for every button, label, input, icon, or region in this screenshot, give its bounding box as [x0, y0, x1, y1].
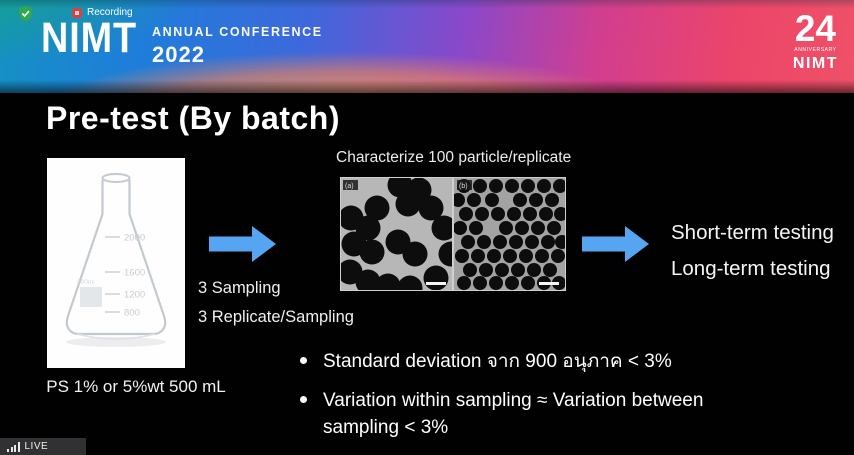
banner-event-name: ANNUAL CONFERENCE [152, 25, 323, 39]
arrow-right-icon [582, 226, 649, 262]
banner-event-year: 2022 [152, 42, 205, 67]
scale-bar [426, 282, 446, 285]
anniversary-brand: NIMT [792, 55, 838, 72]
sampling-line: 3 Sampling [198, 279, 281, 297]
flask-image: 200ml 2000 1600 1200 800 [47, 158, 185, 368]
micrograph-panel-label: (a) [345, 183, 354, 190]
flask-caption: PS 1% or 5%wt 500 mL [46, 377, 226, 396]
bullet-text: Standard deviation จาก 900 อนุภาค < 3% [323, 351, 672, 372]
bullet-dot-icon [300, 396, 307, 403]
arrow-right-icon [209, 226, 276, 262]
signal-bars-icon [7, 441, 20, 452]
recording-dot-icon [72, 7, 82, 18]
flask-graduation: 2000 [124, 233, 145, 244]
recording-indicator[interactable]: Recording [72, 7, 133, 18]
banner-brand: NIMT [41, 14, 138, 62]
sampling-notes: 3 Sampling 3 Replicate/Sampling [198, 274, 354, 332]
bullet-item: Variation within sampling ≈ Variation be… [300, 387, 760, 441]
banner-event: ANNUAL CONFERENCE 2022 [152, 25, 323, 68]
recording-label: Recording [87, 7, 133, 18]
erlenmeyer-flask-icon: 200ml 2000 1600 1200 800 [47, 158, 185, 368]
live-label: LIVE [24, 441, 49, 452]
bullet-dot-icon [300, 357, 307, 364]
live-indicator: LIVE [0, 438, 86, 455]
micrograph-image: (a) (b) [340, 177, 566, 291]
anniversary-logo: 24 ANNIVERSARY NIMT [793, 10, 838, 72]
security-shield-button[interactable] [17, 5, 34, 22]
anniversary-number: 24 [794, 8, 837, 49]
bullet-item: Standard deviation จาก 900 อนุภาค < 3% [300, 348, 760, 375]
flask-graduation: 1600 [124, 268, 145, 279]
anniversary-caption: ANNIVERSARY [794, 47, 837, 53]
bullet-text: Variation within sampling ≈ Variation be… [323, 390, 704, 438]
scale-bar [539, 282, 559, 285]
conference-banner: Recording NIMT ANNUAL CONFERENCE 2022 24… [0, 0, 854, 93]
flask-graduation: 800 [124, 308, 140, 319]
sampling-line: 3 Replicate/Sampling [198, 308, 354, 326]
testing-line: Short-term testing [671, 221, 834, 244]
testing-notes: Short-term testing Long-term testing [671, 215, 834, 287]
micrograph-caption: Characterize 100 particle/replicate [336, 149, 572, 166]
slide-title: Pre-test (By batch) [46, 100, 340, 136]
shield-check-icon [19, 5, 32, 22]
flask-graduation: 1200 [124, 290, 145, 301]
testing-line: Long-term testing [671, 257, 831, 280]
micrograph-panel-label: (b) [459, 183, 468, 190]
bullet-list: Standard deviation จาก 900 อนุภาค < 3% V… [300, 348, 760, 453]
flask-volume-label: 200ml [77, 279, 95, 286]
